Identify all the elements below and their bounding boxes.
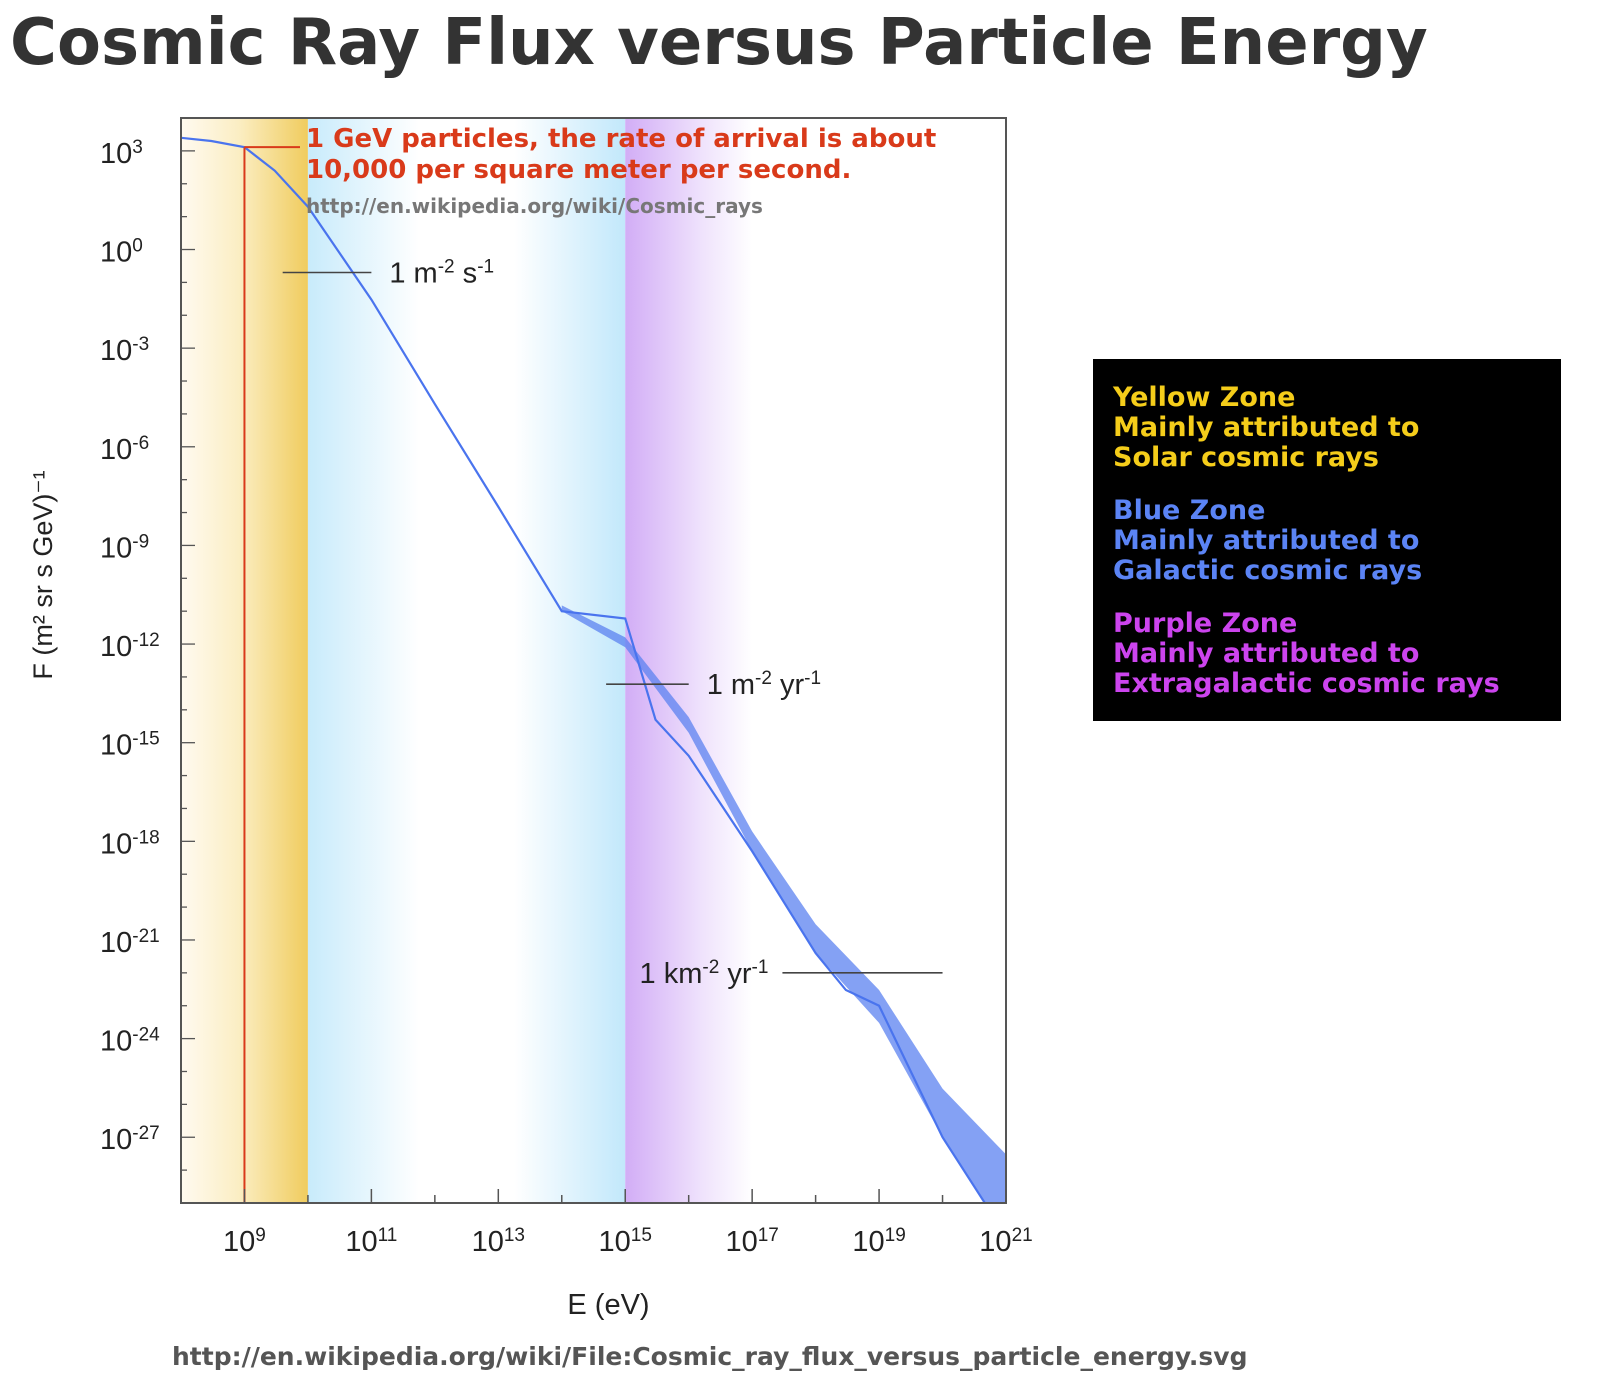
zone-purple-zone bbox=[625, 118, 753, 1203]
flux-chart: 1 m-2 s-11 m-2 yr-11 km-2 yr-1 109 1011 10… bbox=[28, 117, 1033, 1321]
reference-label-2: 1 m-2 yr-1 bbox=[707, 668, 821, 702]
legend-blue: Blue Zone Mainly attributed to Galactic … bbox=[1113, 496, 1422, 586]
x-tick-label: 1021 bbox=[979, 1225, 1032, 1259]
x-tick-label: 1017 bbox=[725, 1225, 778, 1259]
x-tick-label: 1015 bbox=[599, 1225, 652, 1259]
legend-blue-line3: Galactic cosmic rays bbox=[1113, 555, 1423, 586]
legend-purple-line2: Mainly attributed to bbox=[1113, 638, 1420, 669]
y-tick-label: 103 bbox=[100, 136, 143, 170]
y-tick-label: 10-3 bbox=[100, 334, 149, 368]
annotation-source: http://en.wikipedia.org/wiki/Cosmic_rays bbox=[306, 194, 763, 218]
legend-yellow-name: Yellow Zone bbox=[1113, 382, 1296, 413]
source-url: http://en.wikipedia.org/wiki/File:Cosmic… bbox=[172, 1342, 1248, 1371]
y-tick-label: 10-6 bbox=[100, 432, 149, 466]
chart-title: Cosmic Ray Flux versus Particle Energy bbox=[10, 6, 1428, 80]
x-tick-label: 109 bbox=[223, 1225, 266, 1259]
y-tick-label: 10-9 bbox=[100, 531, 149, 565]
y-tick-label: 10-24 bbox=[100, 1024, 160, 1058]
y-tick-label: 10-27 bbox=[100, 1123, 160, 1157]
x-tick-label: 1011 bbox=[345, 1225, 397, 1259]
reference-lines: 1 m-2 s-1 1 m-2 yr-1 1 km-2 yr-1 bbox=[282, 256, 943, 990]
y-axis-ticks: 103 100 10-3 10-6 10-9 10-12 10-15 10-18 10-21 10… bbox=[100, 136, 195, 1171]
flux-curve bbox=[181, 136, 987, 1203]
legend-purple: Purple Zone Mainly attributed to Extraga… bbox=[1113, 609, 1500, 699]
x-axis-ticks: 109 1011 1013 1015 1017 1019 1021 bbox=[223, 1189, 1033, 1258]
legend-purple-name: Purple Zone bbox=[1113, 608, 1298, 639]
zone-legend: Yellow Zone Mainly attributed to Solar c… bbox=[1093, 359, 1561, 721]
y-axis-label: F (m² sr s GeV)⁻¹ bbox=[28, 470, 58, 679]
flux-curve-layer bbox=[181, 136, 987, 1203]
y-tick-label: 10-18 bbox=[100, 827, 160, 861]
legend-blue-line2: Mainly attributed to bbox=[1113, 525, 1420, 556]
plot-frame bbox=[180, 117, 1007, 1204]
annotation-line-2: 10,000 per square meter per second. bbox=[306, 155, 851, 185]
y-tick-label: 100 bbox=[100, 235, 143, 269]
y-tick-label: 10-15 bbox=[100, 728, 160, 762]
y-tick-label: 10-12 bbox=[100, 630, 160, 664]
flux-uncertainty-band bbox=[561, 605, 1006, 1203]
y-tick-label: 10-21 bbox=[100, 925, 160, 959]
flux-band bbox=[561, 605, 1006, 1203]
gev-marker bbox=[243, 146, 300, 1203]
annotation-line-1: 1 GeV particles, the rate of arrival is … bbox=[306, 124, 936, 154]
legend-yellow: Yellow Zone Mainly attributed to Solar c… bbox=[1113, 383, 1419, 473]
legend-yellow-line3: Solar cosmic rays bbox=[1113, 442, 1379, 473]
reference-label-1: 1 m-2 s-1 bbox=[389, 256, 494, 290]
legend-blue-name: Blue Zone bbox=[1113, 495, 1266, 526]
x-tick-label: 1013 bbox=[472, 1225, 525, 1259]
x-axis-label: E (eV) bbox=[567, 1289, 649, 1321]
reference-label-3: 1 km-2 yr-1 bbox=[640, 956, 769, 990]
x-tick-label: 1019 bbox=[852, 1225, 905, 1259]
zone-blue-zone bbox=[307, 118, 626, 1203]
legend-purple-line3: Extragalactic cosmic rays bbox=[1113, 668, 1500, 699]
legend-yellow-line2: Mainly attributed to bbox=[1113, 412, 1420, 443]
